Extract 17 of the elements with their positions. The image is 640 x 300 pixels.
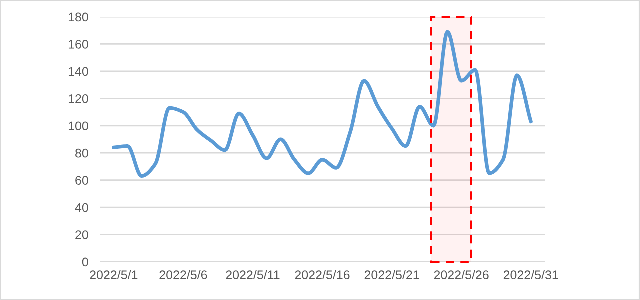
y-tick-label: 20 xyxy=(76,230,88,240)
x-tick-label: 2022/5/6 xyxy=(160,270,208,280)
y-tick-label: 140 xyxy=(68,67,88,76)
x-tick-label: 2022/5/26 xyxy=(434,270,489,280)
y-tick-label: 120 xyxy=(68,94,88,104)
y-tick-label: 60 xyxy=(76,176,88,185)
x-tick-label: 2022/5/1 xyxy=(90,270,138,280)
x-tick-label: 2022/5/16 xyxy=(295,270,350,280)
y-tick-label: 180 xyxy=(68,12,88,22)
y-tick-label: 160 xyxy=(68,40,88,49)
x-tick-label: 2022/5/31 xyxy=(504,270,558,280)
y-tick-label: 100 xyxy=(68,122,88,131)
y-tick-label: 40 xyxy=(75,203,88,212)
y-tick-label: 0 xyxy=(82,258,88,267)
x-tick-label: 2022/5/21 xyxy=(364,270,420,280)
y-tick-label: 80 xyxy=(76,148,88,158)
x-tick-label: 2022/5/11 xyxy=(226,270,280,280)
